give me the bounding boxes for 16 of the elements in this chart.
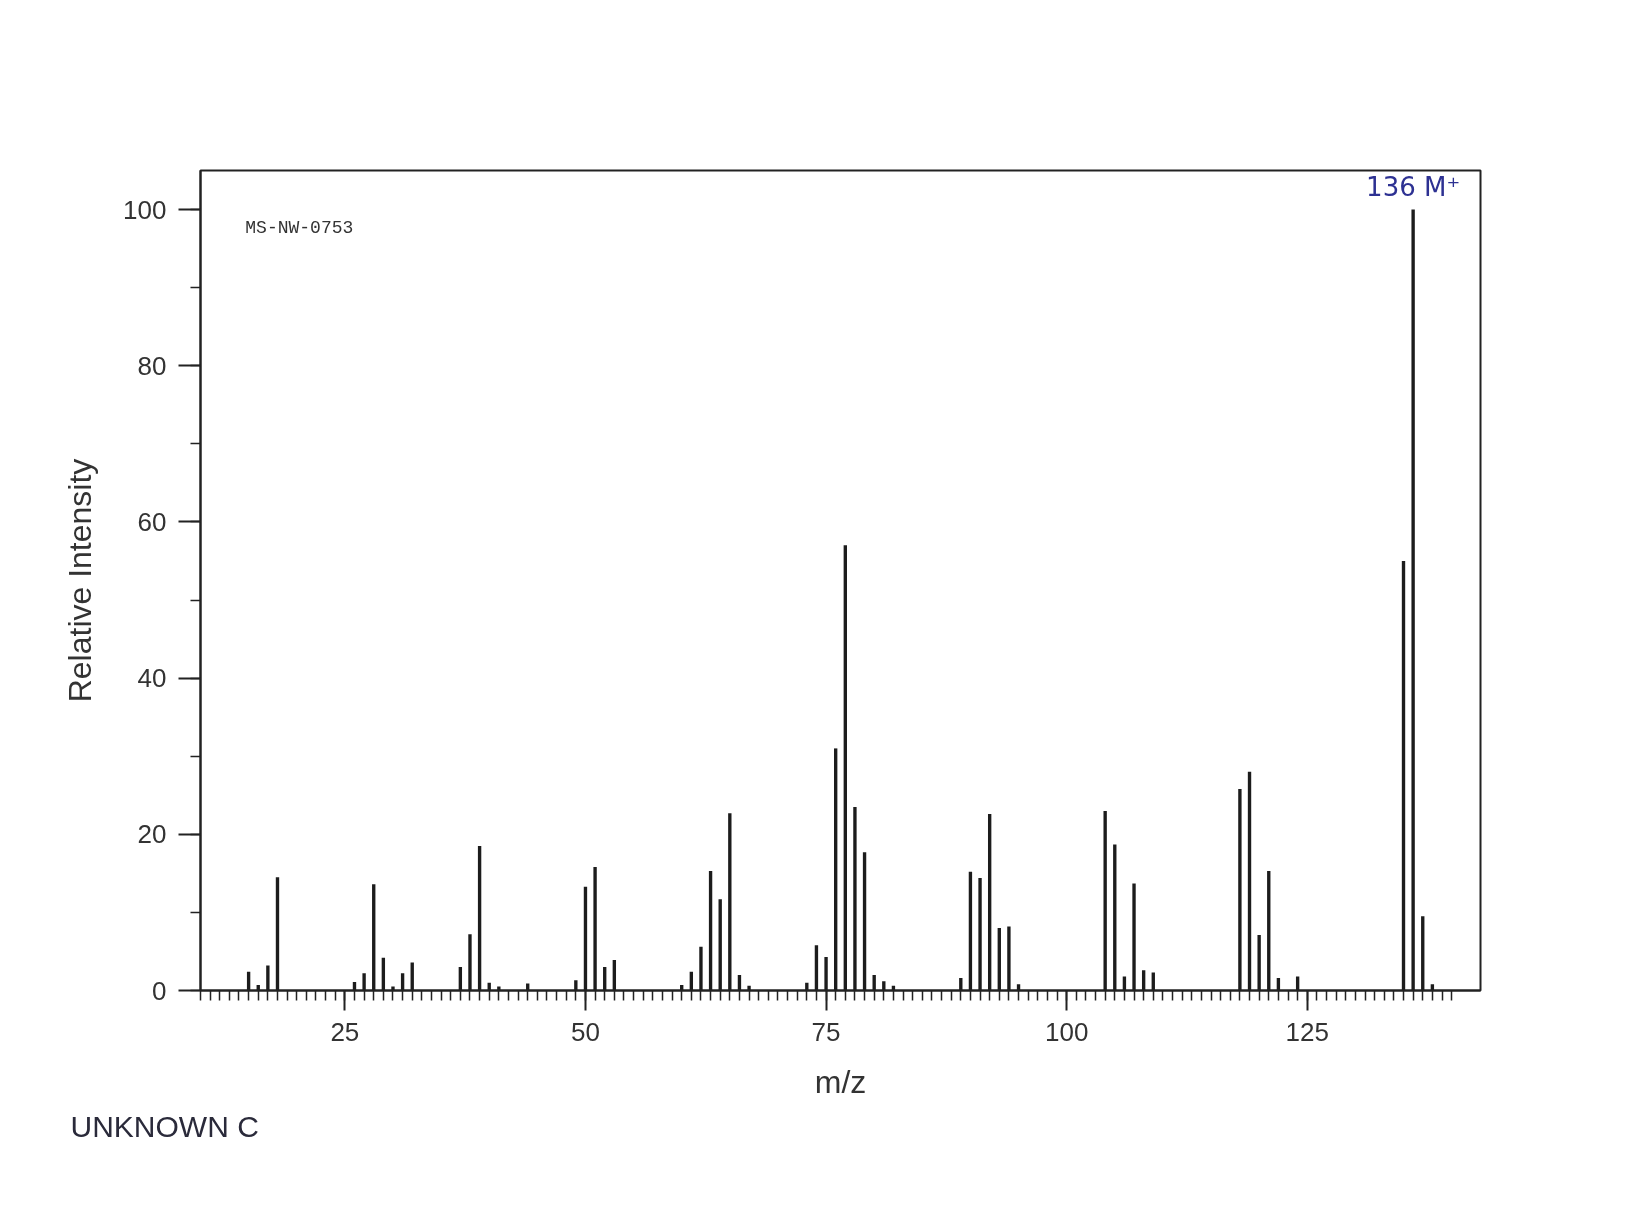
x-tick-label: 75 [811,1016,841,1047]
x-tick-label: 100 [1044,1016,1089,1047]
y-tick-label: 40 [137,663,167,694]
text: UNKNOWN C [70,1109,259,1143]
y-tick-label: 80 [137,350,167,381]
x-axis-title: m/z [814,1063,867,1100]
x-tick-label: 125 [1285,1016,1329,1047]
y-tick-label: 0 [152,975,167,1006]
y-tick-label: 20 [137,819,167,850]
y-tick-label: 60 [137,506,167,537]
annotation: 136 M⁺ [1366,171,1461,202]
x-tick-label: 50 [571,1016,600,1047]
x-tick-label: 25 [330,1016,360,1047]
annotation: MS-NW-0753 [245,217,354,238]
y-axis-title: Relative Intensity [62,458,99,703]
y-tick-label: 100 [123,194,167,225]
